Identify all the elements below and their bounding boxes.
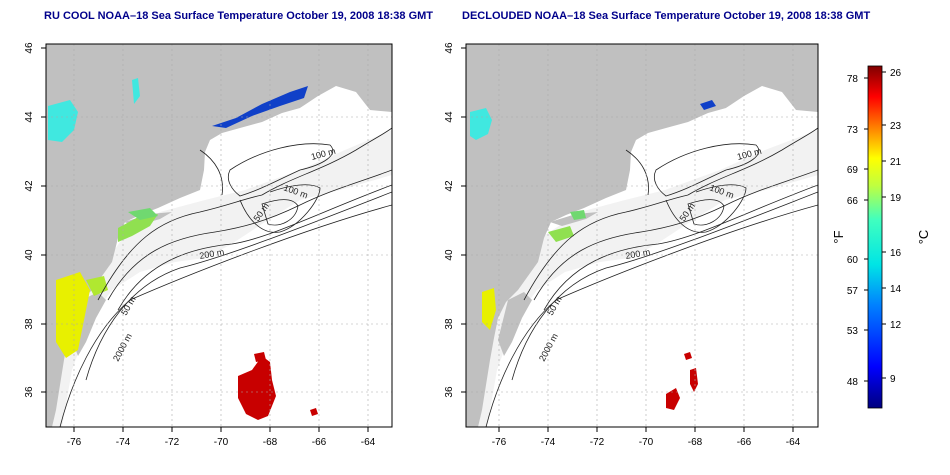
colorbar-fahrenheit-label: °F [831,230,846,243]
colorbar-c-tick: 23 [890,121,902,132]
x-tick-label: -76 [67,437,82,448]
x-tick-label: -64 [786,437,801,448]
sst-patch-cool [48,100,78,142]
sst-patch-warm-2 [254,352,266,362]
contour-label-200m: 200 m [199,247,225,261]
colorbar-c-tick: 16 [890,248,902,259]
land-mass [466,44,818,427]
sst-patch-warm-3 [310,408,318,416]
y-tick-label: 36 [444,386,455,398]
y-tick-label: 44 [444,111,455,123]
colorbar-f-tick: 66 [847,196,859,207]
sst-patch-green-2 [128,208,158,220]
left-map-panel: 100 m 100 m 50 m 200 m 50 m 2000 m [24,42,393,448]
sst-patch-warm [666,388,680,410]
x-tick-label: -74 [541,437,556,448]
sst-patch-warm-2 [684,352,692,360]
sst-patch-warm [238,356,276,420]
left-map-title: RU COOL NOAA–18 Sea Surface Temperature … [44,10,434,22]
colorbar-c-tick: 12 [890,320,902,331]
sst-patch-green [548,226,574,242]
x-tick-label: -70 [639,437,654,448]
y-tick-label: 40 [444,249,455,261]
y-tick-label: 46 [24,42,35,54]
continental-shelf [46,130,392,427]
colorbar-gradient [867,65,883,409]
x-tick-label: -72 [165,437,180,448]
colorbar-c-tick: 9 [890,374,896,385]
x-tick-label: -68 [688,437,703,448]
land-mass [46,44,392,427]
y-tick-label: 46 [444,42,455,54]
right-map-title: DECLOUDED NOAA–18 Sea Surface Temperatur… [462,10,871,22]
colorbar-f-tick: 57 [847,286,859,297]
colorbar-c-tick: 26 [890,68,902,79]
colorbar-f-tick: 48 [847,377,859,388]
sst-patch-yellow [482,288,496,330]
colorbar-f-tick: 73 [847,125,859,136]
delmarva-peninsula [498,292,532,356]
colorbar-c-tick: 19 [890,193,902,204]
x-tick-label: -72 [590,437,605,448]
colorbar-celsius-label: °C [916,230,931,245]
bathymetry-contours [59,127,392,427]
bay-of-fundy [300,88,348,110]
sst-patch-cool-small [132,78,140,104]
colorbar: 78 73 69 66 60 57 53 48 26 23 21 19 16 1… [831,65,931,409]
x-tick-label: -66 [312,437,327,448]
right-map-panel: 100 m 100 m 50 m 200 m 50 m 2000 m [444,42,819,448]
bay-of-fundy [726,88,774,110]
bathymetry-contours [485,127,818,427]
sst-patch-yellow [56,272,90,358]
left-grid [46,44,392,427]
sst-patch-blue [212,86,308,128]
x-tick-label: -64 [361,437,376,448]
x-tick-label: -68 [263,437,278,448]
colorbar-f-tick: 69 [847,165,859,176]
colorbar-f-tick: 53 [847,326,859,337]
sst-patch-cool [470,108,492,140]
colorbar-f-tick: 60 [847,255,859,266]
sst-patch-green [118,214,158,242]
contour-label-200m: 200 m [625,247,651,261]
y-tick-label: 36 [24,386,35,398]
sst-patch-warm-3 [690,368,698,392]
y-tick-label: 42 [444,180,455,192]
colorbar-c-tick: 21 [890,157,902,168]
x-tick-label: -66 [737,437,752,448]
y-tick-label: 44 [24,111,35,123]
right-grid [466,44,818,427]
y-tick-label: 38 [24,318,35,330]
sst-patch-yellow-green [86,276,108,296]
colorbar-f-tick: 78 [847,74,859,85]
y-tick-label: 38 [444,318,455,330]
x-tick-label: -74 [116,437,131,448]
colorbar-c-tick: 14 [890,284,902,295]
y-tick-label: 40 [24,249,35,261]
x-tick-label: -76 [492,437,507,448]
x-tick-label: -70 [214,437,229,448]
y-tick-label: 42 [24,180,35,192]
sst-patch-green-2 [570,210,586,220]
sst-patch-blue [700,100,716,110]
